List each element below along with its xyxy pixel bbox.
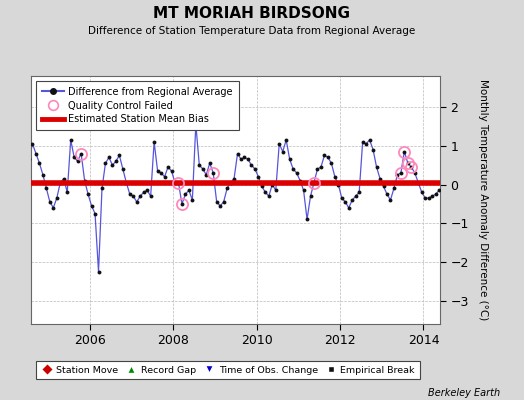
Text: MT MORIAH BIRDSONG: MT MORIAH BIRDSONG	[153, 6, 350, 21]
Y-axis label: Monthly Temperature Anomaly Difference (°C): Monthly Temperature Anomaly Difference (…	[478, 79, 488, 321]
Text: Difference of Station Temperature Data from Regional Average: Difference of Station Temperature Data f…	[88, 26, 415, 36]
Legend: Station Move, Record Gap, Time of Obs. Change, Empirical Break: Station Move, Record Gap, Time of Obs. C…	[36, 361, 420, 380]
Text: Berkeley Earth: Berkeley Earth	[428, 388, 500, 398]
